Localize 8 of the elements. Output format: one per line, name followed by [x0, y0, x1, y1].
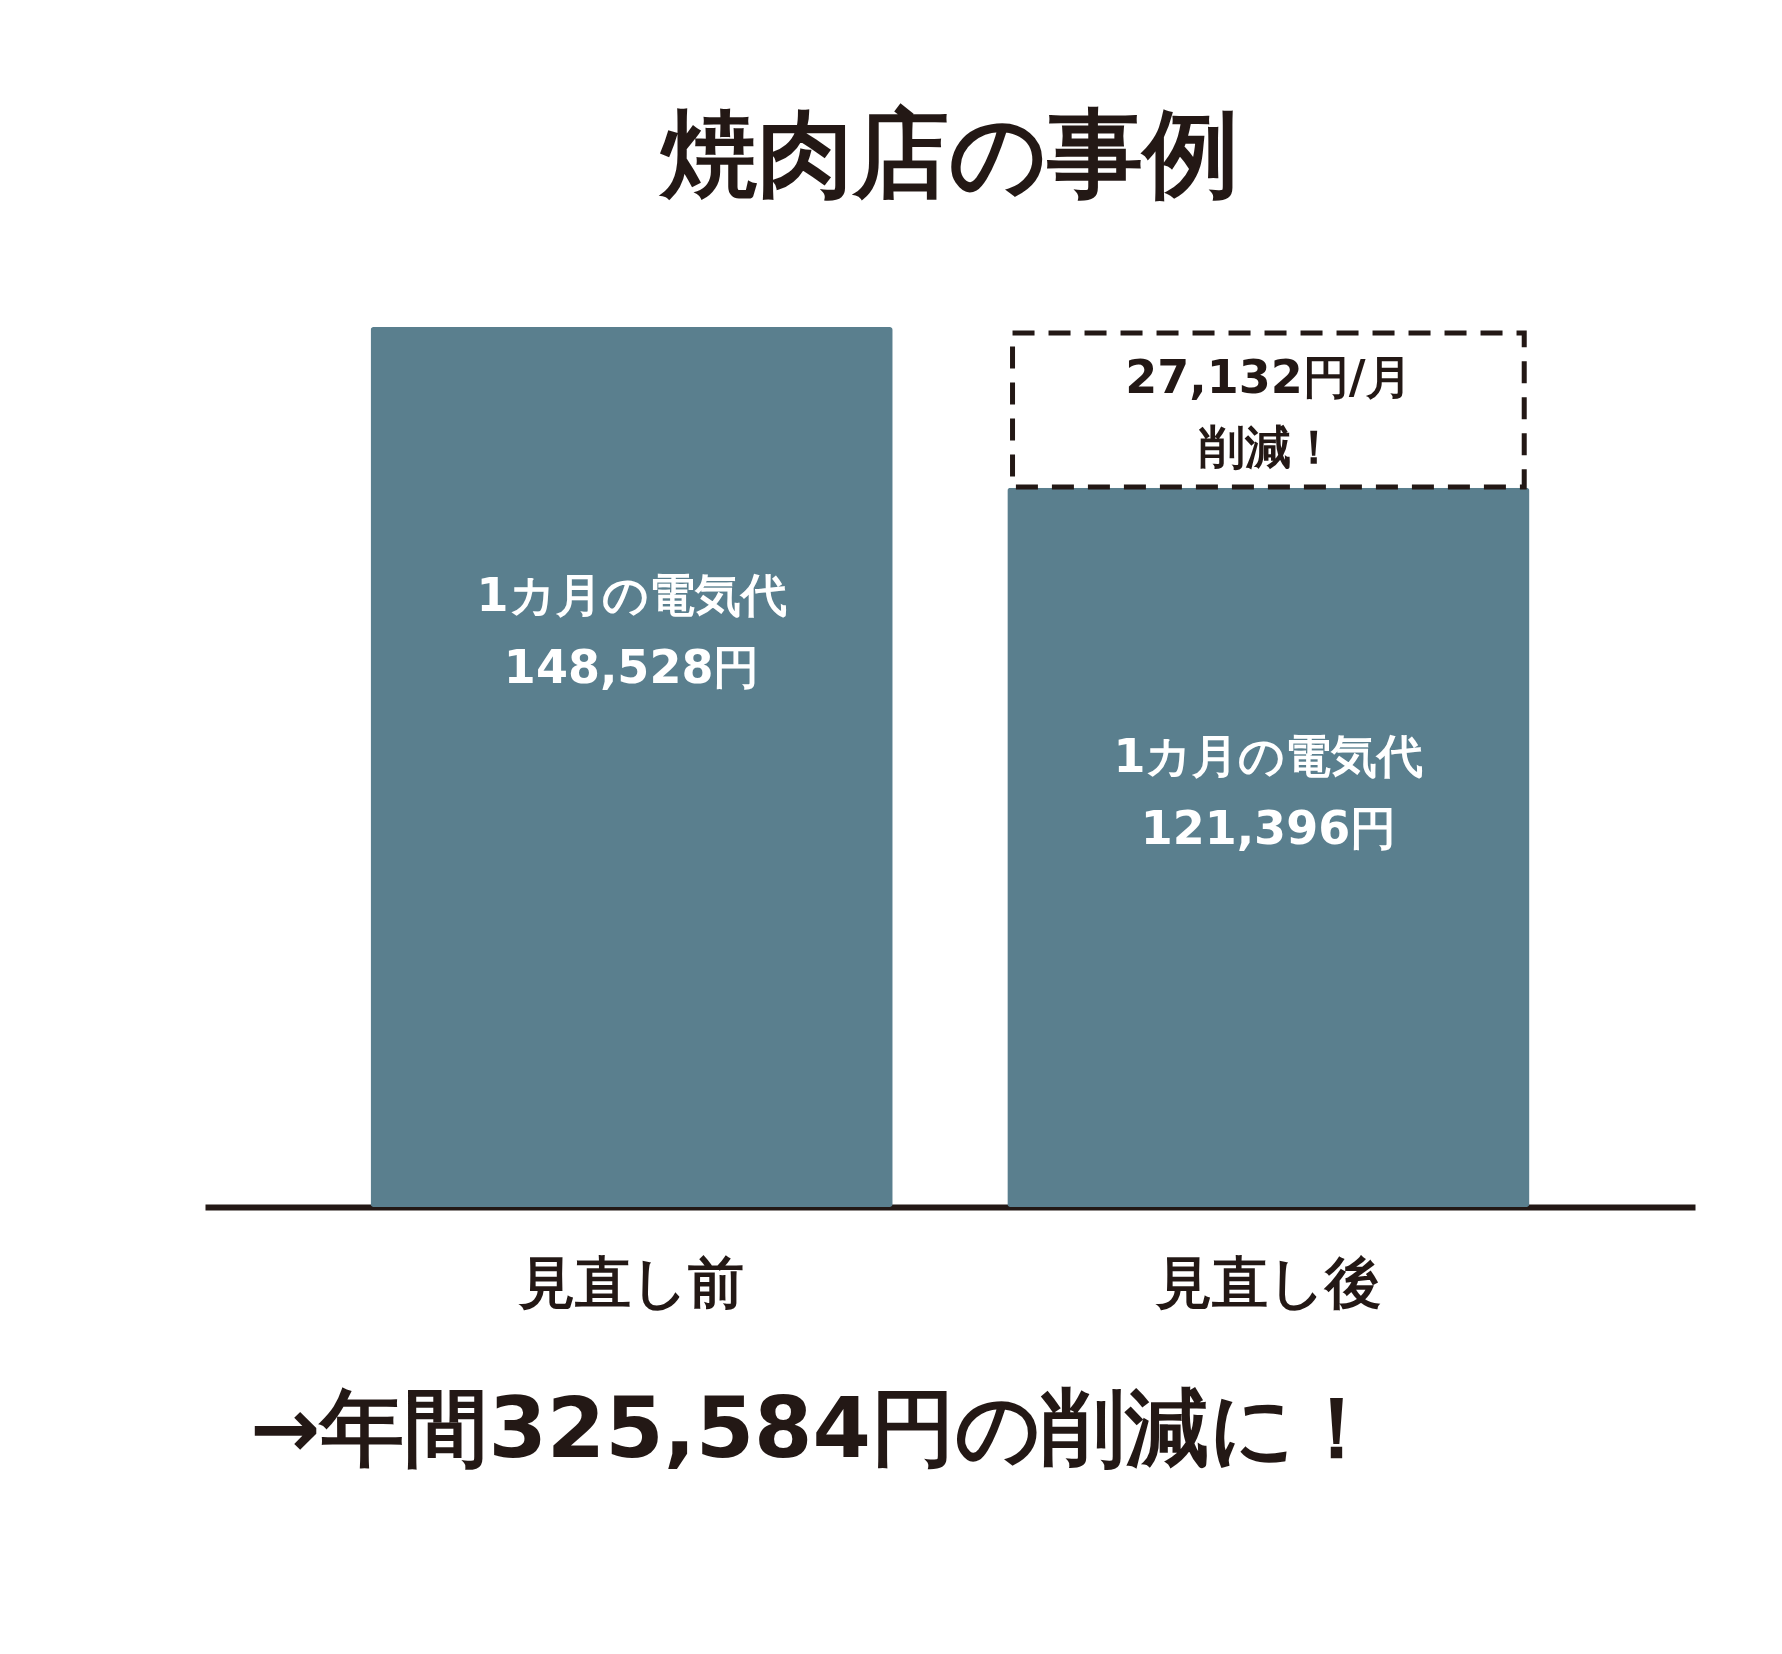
data-label: 1カ月の電気代 148,528円 — [476, 568, 787, 694]
annotation: 削減！ — [1198, 420, 1338, 474]
data-label: 1カ月の電気代 121,396円 — [1113, 728, 1424, 855]
x-tick-label: 見直し前 — [518, 1249, 745, 1315]
x-tick-label: 見直し後 — [1154, 1249, 1381, 1315]
text: →年間325,584円の削減に！ — [250, 1378, 1380, 1479]
chart-title: 焼肉店の事例 — [658, 98, 1239, 210]
annotation: 27,132円/月 — [1125, 350, 1412, 404]
